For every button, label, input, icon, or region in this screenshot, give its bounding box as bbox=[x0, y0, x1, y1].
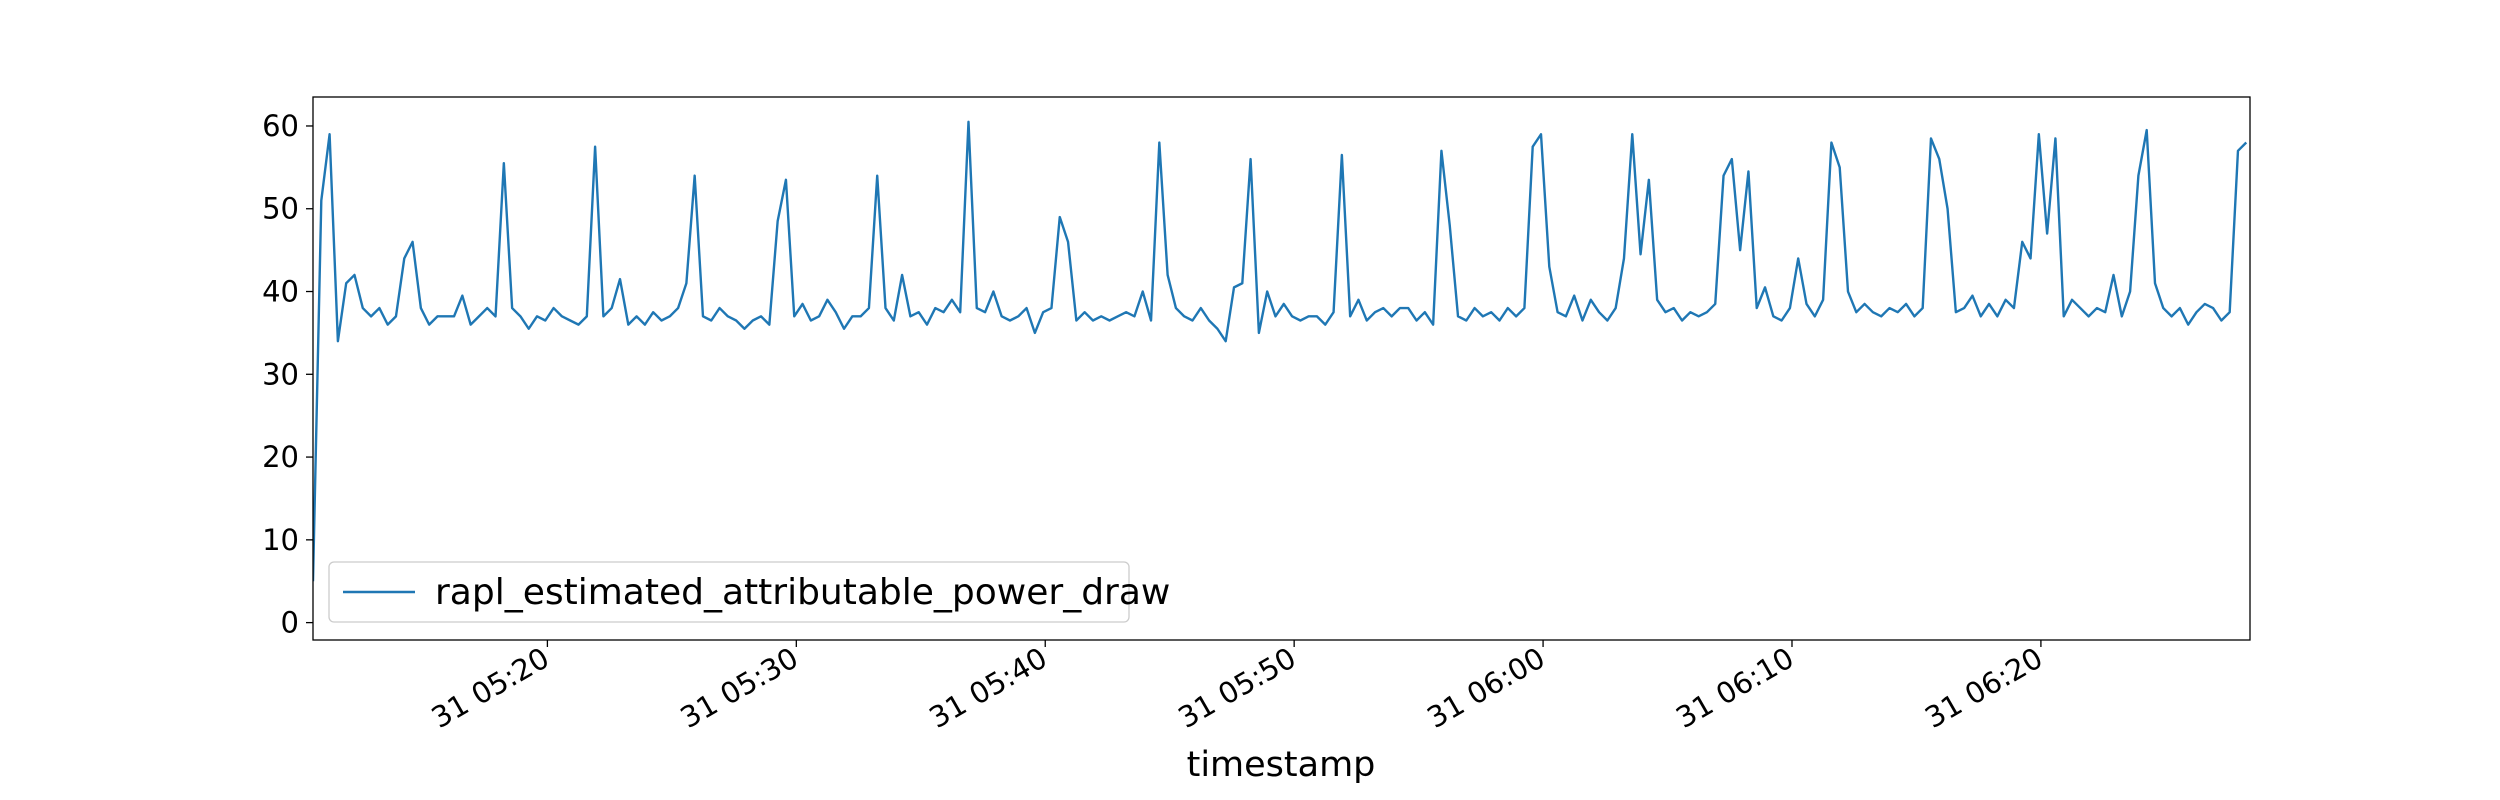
x-tick-label: 31 06:00 bbox=[1421, 641, 1550, 735]
x-tick-label: 31 05:20 bbox=[426, 641, 555, 735]
y-tick-label: 10 bbox=[262, 523, 299, 557]
legend-label: rapl_estimated_attributable_power_draw bbox=[435, 572, 1170, 613]
y-tick-label: 0 bbox=[281, 606, 299, 640]
y-tick-label: 60 bbox=[262, 109, 299, 143]
y-tick-label: 20 bbox=[262, 440, 299, 474]
x-tick-label: 31 06:10 bbox=[1670, 641, 1799, 735]
x-tick-label: 31 05:40 bbox=[923, 641, 1052, 735]
y-tick-label: 40 bbox=[262, 275, 299, 309]
y-tick-label: 30 bbox=[262, 357, 299, 391]
plot-frame bbox=[312, 96, 2251, 641]
x-axis-label: timestamp bbox=[1187, 745, 1376, 785]
x-tick-label: 31 05:50 bbox=[1172, 641, 1301, 735]
y-tick-label: 50 bbox=[262, 192, 299, 226]
x-tick-label: 31 06:20 bbox=[1919, 641, 2048, 735]
legend-box bbox=[328, 561, 1130, 623]
x-tick-label: 31 05:30 bbox=[674, 641, 803, 735]
data-line bbox=[313, 120, 2248, 582]
